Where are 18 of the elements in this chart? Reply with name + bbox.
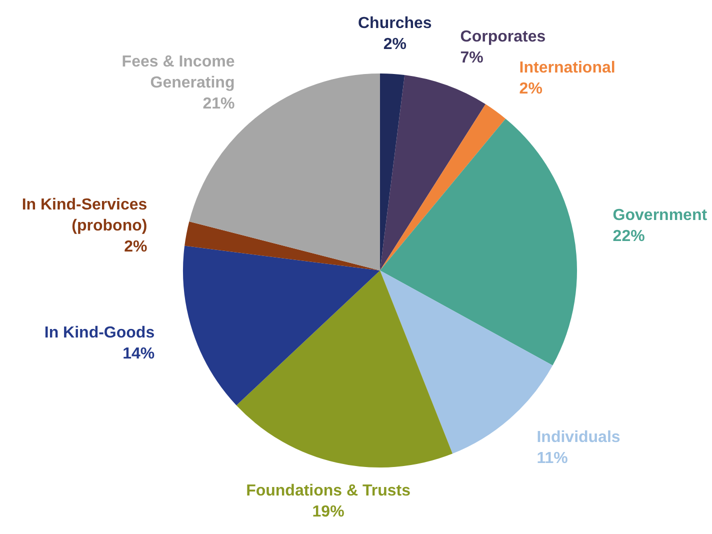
- slice-label: Churches: [358, 14, 432, 32]
- slice-label: In Kind-Goods: [44, 324, 155, 342]
- slice-label: Foundations & Trusts: [246, 482, 411, 500]
- data-label: 2%: [519, 80, 542, 98]
- slice-label: Corporates: [460, 28, 546, 46]
- slice-label: Individuals: [536, 429, 620, 446]
- slice-label: Government: [612, 206, 708, 224]
- slice-label: Fees & Income Generating: [122, 54, 235, 92]
- data-label: 2%: [383, 36, 406, 53]
- data-label: 2%: [124, 238, 148, 256]
- data-label: 21%: [202, 96, 235, 113]
- data-label: 11%: [536, 450, 568, 468]
- slice-label: International: [519, 60, 616, 77]
- data-label: 14%: [122, 346, 155, 363]
- data-label: 22%: [612, 228, 645, 245]
- data-label: 7%: [460, 49, 484, 66]
- data-label: 19%: [312, 504, 344, 521]
- slice-label: In Kind-Services (probono): [22, 196, 148, 234]
